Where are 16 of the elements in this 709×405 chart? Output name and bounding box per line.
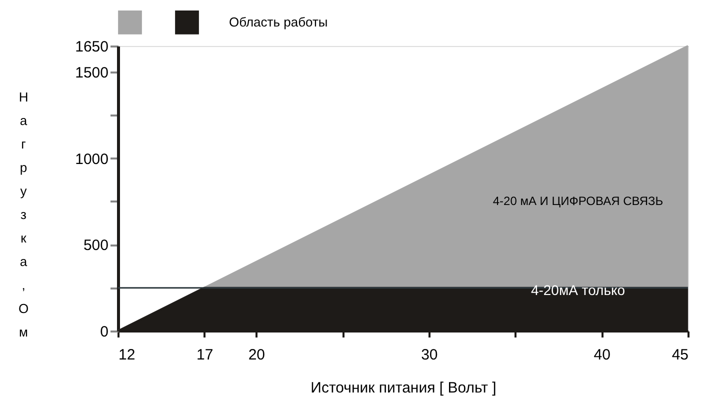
x-tick-label: 20 <box>248 346 266 364</box>
x-axis-title: Источник питания [ Вольт ] <box>310 380 496 396</box>
x-tick-label: 30 <box>421 346 438 364</box>
x-tick-label: 45 <box>672 346 688 364</box>
x-tick-label: 12 <box>118 346 136 364</box>
y-tick-label: 500 <box>83 237 108 254</box>
y-tick-label: 1000 <box>75 150 108 168</box>
y-tick-label: 1650 <box>75 38 108 56</box>
x-tick-label: 17 <box>196 346 214 364</box>
text: Нагрузка, Ом <box>18 90 29 340</box>
annotation: 4-20мА только <box>530 282 626 298</box>
y-tick-label: 0 <box>100 324 108 340</box>
x-tick-label: 40 <box>594 346 610 364</box>
legend-label: Область работы <box>229 14 328 30</box>
annotation: 4-20 мА И ЦИФРОВАЯ СВЯЗЬ <box>492 194 664 208</box>
y-tick-label: 1500 <box>75 64 108 82</box>
